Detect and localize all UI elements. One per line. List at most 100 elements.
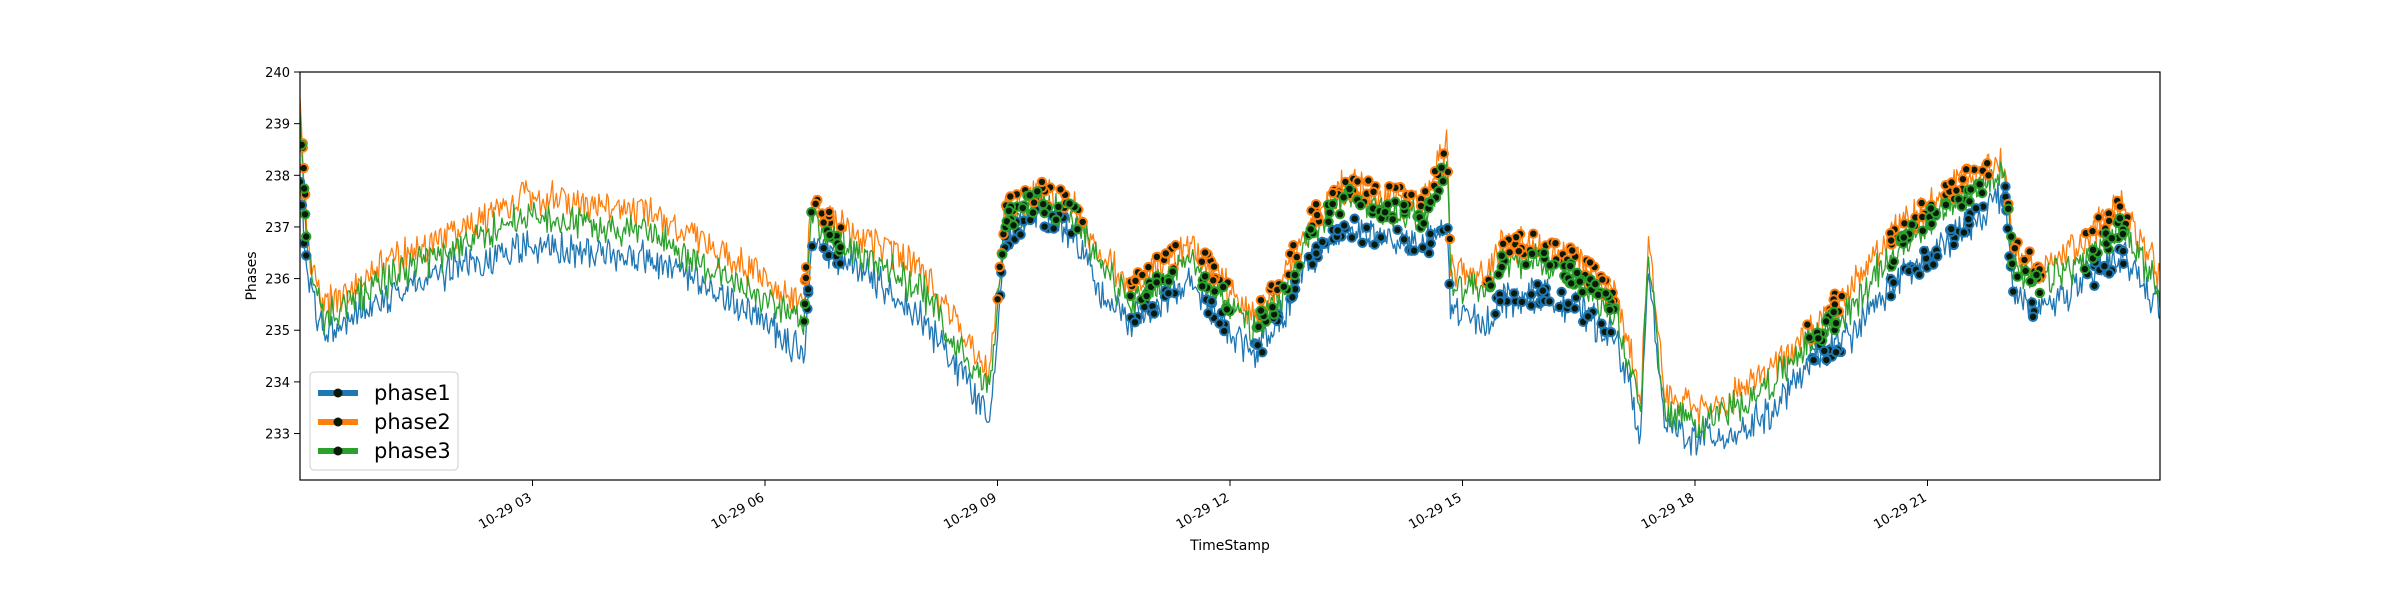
phase2-marker <box>1291 251 1303 263</box>
phase3-marker <box>1566 278 1577 289</box>
phase3-marker <box>1017 202 1028 214</box>
phase2-marker <box>1982 158 1993 169</box>
phase3-marker <box>798 316 810 327</box>
phase1-marker <box>2099 260 2110 272</box>
phase3-marker <box>1338 192 1349 203</box>
phase3-marker <box>1197 281 1208 292</box>
phase1-marker <box>1516 296 1528 308</box>
phase3-marker <box>997 249 1008 260</box>
phase2-marker <box>1199 247 1211 258</box>
y-tick-label: 239 <box>265 118 290 133</box>
phase1-marker <box>1444 278 1455 290</box>
phase3-marker <box>2020 265 2031 277</box>
phase1-marker <box>2089 280 2100 291</box>
phase3-marker <box>806 207 817 218</box>
phase2-marker <box>1208 261 1220 272</box>
phase3-marker <box>300 139 307 151</box>
phase3-marker <box>1574 276 1586 287</box>
phase2-marker <box>1327 187 1338 199</box>
phase2-marker <box>800 272 812 284</box>
phase1-marker <box>1919 245 1930 257</box>
phase1-marker <box>1556 286 1567 298</box>
phase1-marker <box>1495 296 1506 307</box>
phase3-marker <box>1344 183 1355 195</box>
phase2-marker <box>1255 295 1267 306</box>
phase2-marker <box>1961 164 1972 175</box>
phase1-marker <box>1417 242 1429 253</box>
phase1-marker <box>1888 277 1899 288</box>
y-axis-label: Phases <box>244 251 260 300</box>
phase3-marker <box>1278 281 1290 292</box>
phase3-marker <box>835 242 846 253</box>
phase3-marker <box>1813 333 1824 344</box>
phase2-marker <box>1130 275 1141 286</box>
phase1-marker <box>1203 308 1214 319</box>
phase1-marker <box>1570 292 1582 303</box>
phase1-marker <box>1361 222 1372 233</box>
phase2-marker <box>1196 256 1208 267</box>
phase3-marker <box>1253 321 1264 332</box>
legend-box <box>309 371 459 471</box>
phase3-marker <box>1804 332 1815 343</box>
y-tick-label: 235 <box>265 324 290 339</box>
phase2-marker <box>1055 184 1066 195</box>
phase3-marker <box>2025 276 2036 287</box>
phase1-marker <box>1948 239 1960 251</box>
phase3-marker <box>1003 205 1015 217</box>
phase1-marker <box>1398 234 1410 245</box>
phase1-marker <box>1039 221 1050 232</box>
phase3-marker <box>2003 203 2014 215</box>
phase1-marker <box>1830 347 1842 358</box>
phase1-marker <box>1914 269 1925 280</box>
phase3-marker <box>1024 190 1035 201</box>
phase1-marker <box>818 242 829 254</box>
legend-label-phase3: phase3 <box>374 439 451 463</box>
legend: phase1 phase2 phase3 <box>309 371 459 471</box>
phase3-marker <box>1050 214 1062 226</box>
phase1-marker <box>1425 228 1436 240</box>
phase1-line <box>300 178 2160 456</box>
phase1-marker <box>1332 225 1343 236</box>
phase3-marker <box>1571 267 1583 278</box>
phase3-marker <box>1334 209 1346 220</box>
phase1-marker <box>1821 354 1832 366</box>
phase3-marker <box>1888 256 1900 267</box>
phase3-marker <box>1289 269 1301 281</box>
phase3-marker <box>1418 218 1430 229</box>
phase3-marker <box>1218 281 1229 293</box>
phase2-marker <box>1363 175 1374 186</box>
phase1-marker <box>1808 354 1819 366</box>
phase2-marker <box>1151 251 1163 262</box>
phase1-marker <box>1303 251 1315 263</box>
phase3-marker <box>1926 218 1937 230</box>
phase3-marker <box>1577 287 1588 298</box>
phase3-marker <box>1520 259 1532 270</box>
phase2-marker <box>1597 274 1608 285</box>
phase1-marker <box>1148 308 1160 319</box>
phase3-marker <box>1604 304 1615 316</box>
phase2-marker <box>2114 201 2126 212</box>
phase2-marker <box>1036 176 1048 188</box>
phase3-marker <box>301 231 312 242</box>
phase2-marker <box>1957 174 1969 185</box>
phase3-marker <box>1327 198 1338 210</box>
phase2-marker <box>1584 257 1596 268</box>
phase1-marker <box>2008 286 2019 297</box>
phase3-marker <box>1039 207 1050 219</box>
phase1-marker <box>1526 289 1537 300</box>
phase1-marker <box>1532 279 1543 290</box>
phase3-marker <box>1590 278 1601 290</box>
phase3-marker <box>2114 213 2126 224</box>
phase1-marker <box>1490 308 1501 320</box>
phase3-marker <box>1526 248 1538 260</box>
phase1-marker <box>1946 223 1957 235</box>
phase3-marker <box>1027 207 1039 218</box>
phase1-marker <box>1346 232 1358 243</box>
phase1-marker <box>1048 223 1059 234</box>
phase1-marker <box>1317 236 1328 248</box>
phase1-marker <box>1257 347 1268 358</box>
phase3-marker <box>1323 216 1334 228</box>
phase1-marker <box>2000 181 2011 192</box>
phase2-marker <box>1137 269 1148 281</box>
phase1-marker <box>1605 327 1617 338</box>
